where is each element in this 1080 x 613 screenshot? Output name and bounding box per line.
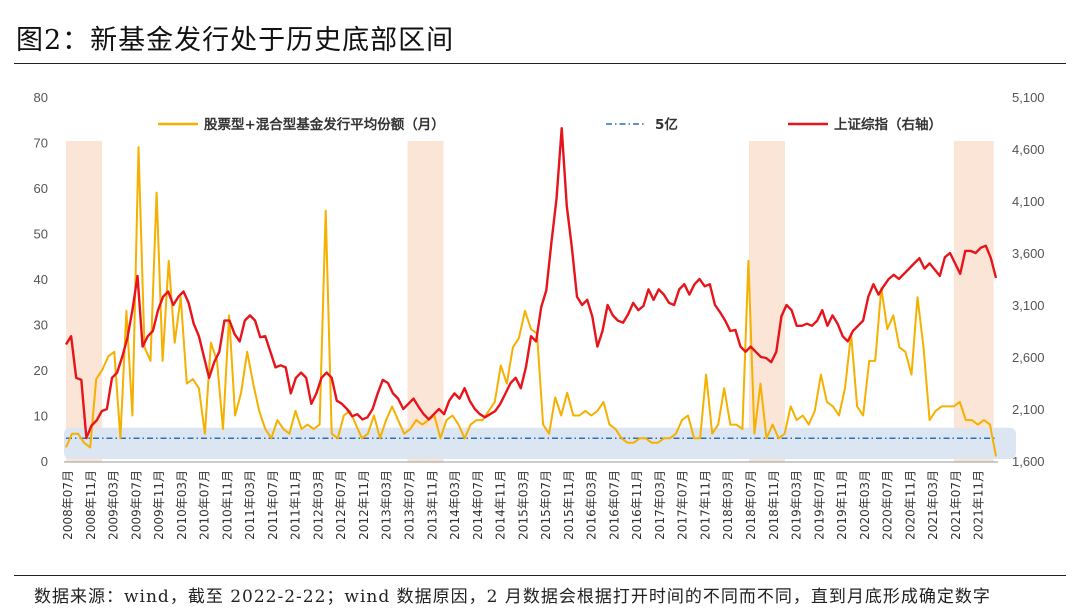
x-tick-label: 2013年11月	[425, 470, 439, 540]
legend-label-index: 上证综指（右轴）	[834, 116, 942, 133]
x-tick-label: 2012年11月	[357, 470, 371, 540]
left-tick-label: 40	[34, 272, 48, 287]
x-tick-label: 2019年11月	[835, 470, 849, 540]
x-tick-label: 2017年07月	[676, 470, 690, 540]
legend-label-fund: 股票型+混合型基金发行平均份额（月）	[204, 116, 445, 133]
x-tick-label: 2010年11月	[220, 470, 234, 540]
x-tick-label: 2009年11月	[152, 470, 166, 540]
left-tick-label: 80	[34, 90, 48, 105]
legend-label-ref: 5亿	[655, 116, 678, 133]
shaded-period-2	[748, 141, 785, 462]
x-tick-label: 2013年07月	[402, 470, 416, 540]
left-tick-label: 60	[34, 181, 48, 196]
x-tick-label: 2020年11月	[903, 470, 917, 540]
right-tick-label: 2,600	[1012, 350, 1045, 365]
x-tick-label: 2019年03月	[790, 470, 804, 540]
shaded-periods	[66, 141, 994, 462]
x-tick-label: 2020年03月	[858, 470, 872, 540]
x-tick-label: 2015年11月	[562, 470, 576, 540]
reference-band	[64, 427, 1016, 459]
x-tick-label: 2014年11月	[494, 470, 508, 540]
right-axis: 1,600 2,100 2,600 3,100 3,600 4,100 4,600 5,100	[1012, 90, 1045, 469]
right-tick-label: 4,600	[1012, 142, 1045, 157]
left-tick-label: 10	[34, 409, 48, 424]
x-tick-label: 2008年07月	[61, 470, 75, 540]
x-tick-label: 2017年11月	[698, 470, 712, 540]
shaded-period-3	[953, 141, 994, 462]
x-tick-label: 2021年07月	[949, 470, 963, 540]
x-tick-label: 2015年03月	[516, 470, 530, 540]
x-tick-label: 2016年11月	[630, 470, 644, 540]
left-tick-label: 0	[41, 454, 48, 469]
chart: 0 10 20 30 40 50 60 70 80 1,600 2,100 2,600 3,100 3,…	[34, 90, 1045, 540]
right-tick-label: 1,600	[1012, 454, 1045, 469]
x-tick-label: 2011年11月	[289, 470, 303, 540]
x-tick-label: 2010年03月	[175, 470, 189, 540]
left-tick-label: 20	[34, 363, 48, 378]
x-tick-label: 2009年07月	[129, 470, 143, 540]
x-tick-label: 2015年07月	[539, 470, 553, 540]
right-tick-label: 3,600	[1012, 246, 1045, 261]
x-tick-label: 2020年07月	[881, 470, 895, 540]
x-tick-label: 2014年07月	[471, 470, 485, 540]
x-tick-label: 2021年11月	[972, 470, 986, 540]
x-tick-label: 2018年11月	[767, 470, 781, 540]
page-title: 图2：新基金发行处于历史底部区间	[16, 25, 455, 56]
x-tick-label: 2018年07月	[744, 470, 758, 540]
x-tick-label: 2019年07月	[812, 470, 826, 540]
x-tick-label: 2016年03月	[585, 470, 599, 540]
right-tick-label: 4,100	[1012, 194, 1045, 209]
x-tick-label: 2021年03月	[926, 470, 940, 540]
x-tick-label: 2016年07月	[607, 470, 621, 540]
left-tick-label: 30	[34, 318, 48, 333]
x-tick-label: 2012年03月	[311, 470, 325, 540]
x-tick-label: 2018年03月	[721, 470, 735, 540]
legend: 股票型+混合型基金发行平均份额（月） 5亿 上证综指（右轴）	[158, 116, 942, 133]
x-tick-label: 2012年07月	[334, 470, 348, 540]
left-axis: 0 10 20 30 40 50 60 70 80	[34, 90, 48, 469]
x-tick-label: 2011年07月	[266, 470, 280, 540]
x-tick-label: 2008年11月	[84, 470, 98, 540]
left-tick-label: 50	[34, 227, 48, 242]
right-tick-label: 3,100	[1012, 298, 1045, 313]
x-tick-label: 2011年03月	[243, 470, 257, 540]
x-axis: 2008年07月 2008年11月 2009年03月 2009年07月 2009年11月…	[61, 461, 998, 540]
left-tick-label: 70	[34, 136, 48, 151]
right-tick-label: 2,100	[1012, 402, 1045, 417]
x-tick-label: 2009年03月	[107, 470, 121, 540]
title-divider	[14, 63, 1066, 64]
x-tick-label: 2013年03月	[380, 470, 394, 540]
right-tick-label: 5,100	[1012, 90, 1045, 105]
x-tick-label: 2010年07月	[198, 470, 212, 540]
x-tick-label: 2017年03月	[653, 470, 667, 540]
series-line-shanghai-index	[64, 126, 998, 440]
source-note: 数据来源：wind，截至 2022-2-22；wind 数据原因，2 月数据会根…	[34, 587, 991, 607]
series-line-fund-issuance	[65, 146, 997, 457]
footer-divider	[14, 575, 1066, 576]
x-tick-label: 2014年03月	[448, 470, 462, 540]
shaded-period-1	[407, 141, 444, 462]
